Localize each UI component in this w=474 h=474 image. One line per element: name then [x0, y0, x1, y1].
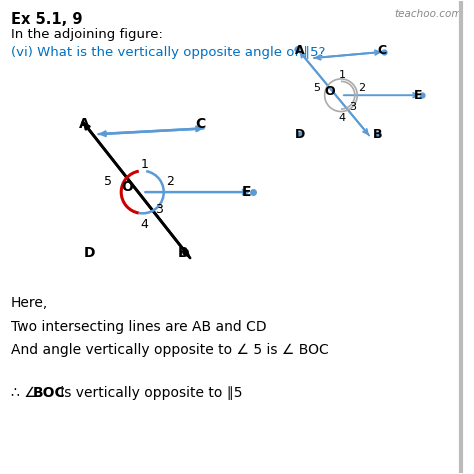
Text: Ex 5.1, 9: Ex 5.1, 9	[11, 11, 82, 27]
Text: 1: 1	[140, 158, 148, 172]
Text: C: C	[195, 117, 205, 131]
Text: 2: 2	[166, 175, 173, 188]
Text: D: D	[294, 128, 305, 141]
Text: C: C	[378, 44, 387, 57]
Text: 4: 4	[140, 218, 148, 231]
Text: teachoo.com: teachoo.com	[394, 9, 462, 19]
Text: E: E	[242, 185, 251, 199]
Text: Here,: Here,	[11, 296, 48, 310]
Text: 5: 5	[104, 175, 112, 188]
Text: (vi) What is the vertically opposite angle of ∥5?: (vi) What is the vertically opposite ang…	[11, 46, 326, 59]
Text: A: A	[79, 117, 90, 131]
Text: Two intersecting lines are AB and CD: Two intersecting lines are AB and CD	[11, 319, 267, 334]
Text: O: O	[121, 180, 133, 194]
Text: 1: 1	[338, 70, 346, 80]
Text: 5: 5	[313, 82, 320, 92]
Text: BOC: BOC	[33, 386, 65, 400]
Text: 3: 3	[349, 102, 356, 112]
Text: O: O	[325, 85, 336, 99]
Text: And angle vertically opposite to ∠ 5 is ∠ BOC: And angle vertically opposite to ∠ 5 is …	[11, 343, 329, 357]
Text: A: A	[295, 44, 304, 57]
Text: is vertically opposite to ∥5: is vertically opposite to ∥5	[56, 386, 243, 400]
Text: 3: 3	[155, 202, 164, 216]
Text: E: E	[414, 89, 422, 102]
Text: ∴ ∠: ∴ ∠	[11, 386, 37, 400]
Text: In the adjoining figure:: In the adjoining figure:	[11, 28, 163, 41]
Text: D: D	[84, 246, 95, 260]
Text: B: B	[178, 246, 189, 260]
Text: 2: 2	[358, 82, 365, 92]
Text: 4: 4	[338, 113, 346, 123]
Text: B: B	[373, 128, 383, 141]
